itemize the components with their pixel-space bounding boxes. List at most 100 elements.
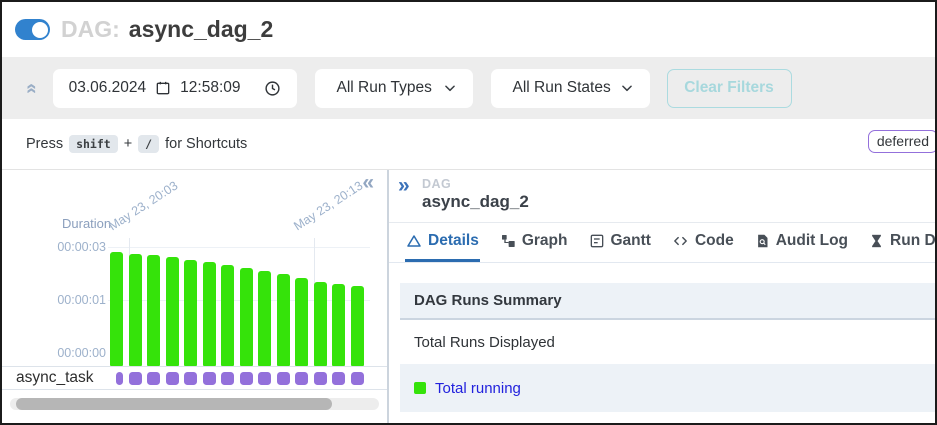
summary-header-row: DAG Runs Summary [400, 283, 935, 320]
dag-run-bar[interactable] [295, 278, 308, 366]
filter-bar: « 03.06.2024 12:58:09 All Run Types All … [2, 57, 935, 119]
tab-run-duration[interactable]: Run D [868, 223, 935, 262]
run-duration-bars [110, 252, 364, 366]
dag-run-bar[interactable] [313, 282, 327, 366]
slash-key-chip: / [138, 135, 160, 153]
run-states-select[interactable]: All Run States [490, 68, 650, 108]
details-tabs: Details Graph Gantt [389, 223, 935, 263]
gantt-icon [589, 233, 605, 249]
running-state-swatch [414, 382, 426, 394]
page-header: DAG: async_dag_2 [2, 2, 935, 57]
details-panel: » DAG async_dag_2 Details Graph [389, 170, 935, 423]
shortcut-hint-row: Press shift + / for Shortcuts deferred [2, 119, 935, 169]
chart-y-tick-label: 00:00:01 [57, 293, 106, 307]
code-icon [672, 233, 689, 249]
task-instance-square[interactable] [332, 371, 345, 385]
total-running-link[interactable]: Total running [435, 379, 521, 397]
dag-run-bar[interactable] [165, 257, 179, 366]
hourglass-icon [869, 233, 884, 249]
task-instance-square[interactable] [239, 371, 253, 385]
task-row-divider [2, 389, 387, 390]
task-id-label[interactable]: async_task [16, 369, 94, 386]
dag-run-bar[interactable] [147, 255, 160, 366]
dag-run-bar[interactable] [350, 286, 364, 366]
chart-baseline [2, 366, 387, 367]
tab-graph[interactable]: Graph [499, 223, 569, 262]
task-instance-square[interactable] [184, 371, 197, 385]
run-states-value: All Run States [512, 79, 611, 96]
dag-run-bar[interactable] [239, 268, 253, 366]
task-instance-square[interactable] [116, 371, 123, 385]
tab-audit-log[interactable]: Audit Log [754, 223, 849, 262]
task-instance-square[interactable] [202, 371, 216, 385]
task-instance-square[interactable] [165, 371, 179, 385]
task-instance-squares [110, 371, 364, 385]
task-instance-row: async_task [2, 367, 387, 389]
task-instance-square[interactable] [128, 371, 142, 385]
shortcut-press-text: Press [26, 136, 64, 152]
chart-y-tick-label: 00:00:03 [57, 240, 106, 254]
tab-code[interactable]: Code [671, 223, 735, 262]
task-instance-square[interactable] [313, 371, 327, 385]
run-types-value: All Run Types [336, 79, 432, 96]
total-runs-row: Total Runs Displayed [400, 320, 935, 364]
task-instance-square[interactable] [350, 371, 364, 385]
clock-icon [264, 80, 281, 97]
tab-details[interactable]: Details [405, 223, 480, 262]
dag-name-title: async_dag_2 [128, 16, 274, 42]
chevron-down-icon [443, 81, 457, 95]
task-instance-square[interactable] [221, 371, 234, 385]
chart-x-tick-label: May 23, 20:13 [290, 178, 365, 234]
breadcrumb-dag-label: DAG [422, 177, 452, 191]
chart-gridline-h [108, 300, 370, 301]
scrollbar-thumb[interactable] [16, 398, 332, 410]
task-instance-square[interactable] [295, 371, 308, 385]
dag-run-bar[interactable] [221, 265, 234, 366]
task-instance-square[interactable] [276, 371, 290, 385]
time-value[interactable]: 12:58:09 [180, 79, 241, 96]
chevron-down-icon [620, 81, 634, 95]
chart-duration-label: Duration [62, 216, 112, 231]
panel-divider[interactable] [387, 170, 389, 423]
collapse-filters-icon[interactable]: « [20, 82, 42, 94]
toggle-knob [31, 21, 48, 38]
dag-run-bar[interactable] [110, 252, 123, 366]
chart-y-tick-label: 00:00:00 [57, 346, 106, 360]
shortcut-plus-text: + [123, 136, 133, 152]
task-instance-square[interactable] [258, 371, 271, 385]
task-instance-square[interactable] [147, 371, 160, 385]
graph-icon [500, 233, 516, 249]
main-split: « Duration 00:00:03 00:00:01 00:00:00 asyn… [2, 169, 935, 423]
dag-runs-summary-table: DAG Runs Summary Total Runs Displayed To… [400, 283, 935, 412]
audit-log-icon [755, 233, 770, 249]
chart-x-tick-label: May 23, 20:03 [105, 178, 180, 234]
dag-run-bar[interactable] [258, 271, 271, 366]
horizontal-scrollbar[interactable] [10, 398, 379, 410]
duration-chart-panel: « Duration 00:00:03 00:00:01 00:00:00 asyn… [2, 170, 387, 423]
dag-run-bar[interactable] [332, 284, 345, 366]
triangle-icon [406, 233, 422, 249]
details-panel-header: » DAG async_dag_2 [389, 170, 935, 223]
dag-label: DAG: [61, 16, 120, 42]
breadcrumb-dag-name: async_dag_2 [422, 192, 529, 211]
run-types-select[interactable]: All Run Types [314, 68, 473, 108]
duration-chart-plot [108, 238, 370, 366]
datetime-picker[interactable]: 03.06.2024 12:58:09 [52, 68, 297, 108]
total-running-row[interactable]: Total running [400, 364, 935, 412]
dag-pause-toggle[interactable] [15, 19, 50, 40]
dag-run-bar[interactable] [184, 260, 197, 366]
shortcut-suffix-text: for Shortcuts [165, 136, 248, 152]
expand-panel-icon[interactable]: » [398, 174, 410, 197]
deferred-status-badge[interactable]: deferred [867, 130, 935, 153]
tab-gantt[interactable]: Gantt [588, 223, 652, 262]
dag-run-bar[interactable] [276, 274, 290, 366]
dag-run-bar[interactable] [202, 262, 216, 366]
dag-run-bar[interactable] [128, 254, 142, 366]
date-value[interactable]: 03.06.2024 [68, 79, 147, 96]
chart-gridline-h [108, 247, 370, 248]
clear-filters-button[interactable]: Clear Filters [666, 68, 792, 108]
calendar-icon [155, 80, 171, 96]
collapse-panel-icon[interactable]: « [362, 171, 374, 194]
shift-key-chip: shift [69, 135, 118, 153]
